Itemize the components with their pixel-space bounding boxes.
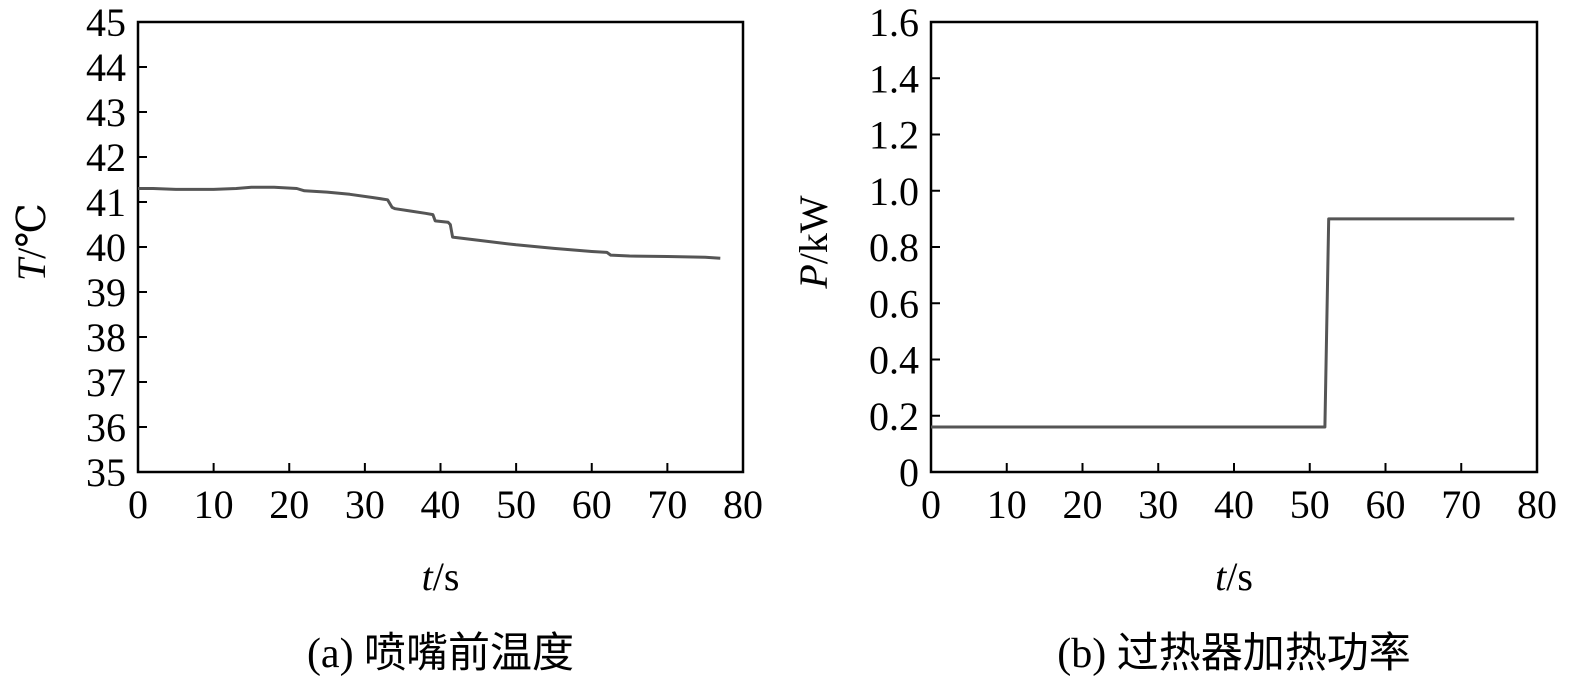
x-tick-label: 70	[647, 482, 687, 527]
y-tick-label: 45	[86, 0, 126, 45]
series-line-a	[138, 185, 721, 260]
x-ticks-a: 0 10 20 30 40 50 60 70 80	[128, 463, 763, 527]
y-tick-label: 1.4	[869, 56, 919, 101]
x-axis-title-b: t/s	[1215, 554, 1253, 599]
x-tick-label: 50	[496, 482, 536, 527]
y-tick-label: 35	[86, 450, 126, 495]
plot-frame-a	[136, 20, 745, 474]
y-tick-label: 43	[86, 90, 126, 135]
y-tick-label: 39	[86, 270, 126, 315]
x-tick-label: 60	[572, 482, 612, 527]
y-tick-label: 0.4	[869, 338, 919, 383]
x-tick-label: 50	[1290, 482, 1330, 527]
x-tick-label: 0	[128, 482, 148, 527]
y-tick-label: 44	[86, 45, 126, 90]
panel-b-heating-power: 00.20.40.60.81.01.21.41.6 0 10 20 30 40 50 60 7…	[791, 0, 1557, 677]
x-tick-label: 70	[1441, 482, 1481, 527]
caption-b: (b) 过热器加热功率	[1057, 630, 1410, 677]
x-axis-unit-b: /s	[1226, 554, 1253, 599]
series-line-b	[931, 217, 1515, 429]
x-ticks-b: 0 10 20 30 40 50 60 70 80	[921, 463, 1557, 527]
x-tick-label: 20	[269, 482, 309, 527]
y-tick-label: 38	[86, 315, 126, 360]
x-tick-label: 10	[987, 482, 1027, 527]
y-tick-label: 42	[86, 135, 126, 180]
x-axis-unit-a: /s	[433, 554, 460, 599]
x-axis-title-a: t/s	[422, 554, 460, 599]
y-axis-title-a: T/℃	[9, 203, 54, 281]
y-tick-label: 0	[899, 450, 919, 495]
y-tick-label: 41	[86, 180, 126, 225]
y-axis-unit-b: /kW	[791, 195, 836, 264]
y-axis-unit-a: /℃	[9, 203, 54, 259]
y-tick-label: 36	[86, 405, 126, 450]
x-axis-var-b: t	[1215, 554, 1227, 599]
plot-frame-b	[929, 20, 1539, 474]
x-tick-label: 60	[1366, 482, 1406, 527]
y-tick-label: 1.2	[869, 113, 919, 158]
x-tick-label: 40	[1214, 482, 1254, 527]
y-tick-label: 40	[86, 225, 126, 270]
y-tick-label: 0.2	[869, 394, 919, 439]
x-tick-label: 10	[194, 482, 234, 527]
x-tick-label: 80	[1517, 482, 1557, 527]
y-axis-var-b: P	[791, 264, 836, 289]
y-tick-label: 37	[86, 360, 126, 405]
y-tick-label: 0.8	[869, 225, 919, 270]
series-lines-b	[931, 217, 1515, 429]
y-tick-label: 1.6	[869, 0, 919, 45]
y-axis-title-b: P/kW	[791, 195, 836, 290]
y-ticks-b: 0 0.2 0.4 0.6 0.8 1.0 1.2 1.4 1.6	[869, 0, 940, 495]
x-tick-label: 20	[1063, 482, 1103, 527]
x-tick-label: 30	[1138, 482, 1178, 527]
x-tick-label: 0	[921, 482, 941, 527]
caption-a: (a) 喷嘴前温度	[307, 631, 574, 677]
y-tick-label: 0.6	[869, 281, 919, 326]
y-tick-label: 1.0	[869, 169, 919, 214]
x-tick-label: 40	[421, 482, 461, 527]
x-axis-var-a: t	[422, 554, 434, 599]
x-tick-label: 80	[723, 482, 763, 527]
y-axis-var-a: T	[9, 256, 54, 281]
x-tick-label: 30	[345, 482, 385, 527]
series-lines-a	[138, 185, 721, 260]
